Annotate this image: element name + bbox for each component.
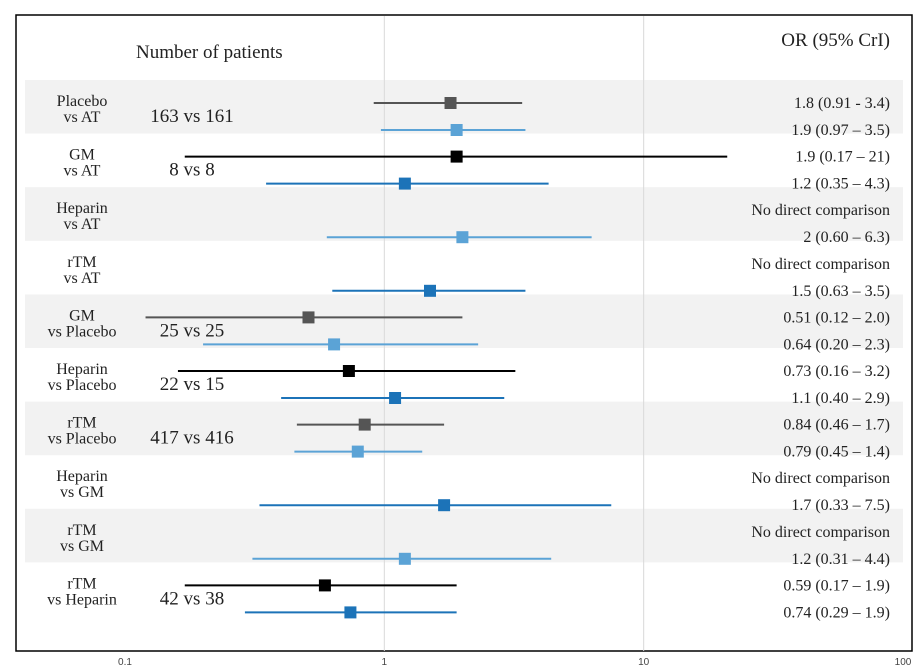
or-ci-text: 1.5 (0.63 – 3.5) (791, 283, 890, 300)
point-estimate-marker (450, 150, 463, 163)
or-ci-text: No direct comparison (751, 202, 890, 219)
patients-count: 25 vs 25 (160, 320, 224, 341)
or-ci-text: 0.79 (0.45 – 1.4) (783, 444, 890, 461)
row-label-comparator: vs AT (64, 216, 101, 233)
or-ci-text: 0.73 (0.16 – 3.2) (783, 363, 890, 380)
patients-count: 417 vs 416 (150, 428, 233, 449)
or-ci-text: 1.2 (0.35 – 4.3) (791, 176, 890, 193)
or-ci-text: 0.64 (0.20 – 2.3) (783, 336, 890, 353)
row-band-0 (25, 80, 903, 134)
or-ci-text: No direct comparison (751, 524, 890, 541)
point-estimate-marker (438, 499, 451, 512)
point-estimate-marker (423, 284, 436, 297)
row-label-comparator: vs Placebo (48, 323, 117, 340)
point-estimate-marker (389, 392, 402, 404)
row-bands (25, 80, 903, 563)
or-ci-text: 1.9 (0.97 – 3.5) (791, 122, 890, 139)
point-estimate-marker (351, 445, 364, 458)
row-label-comparator: vs Heparin (47, 591, 117, 608)
or-ci-text: 0.59 (0.17 – 1.9) (783, 577, 890, 594)
or-ci-text: 0.51 (0.12 – 2.0) (783, 309, 890, 326)
or-ci-text: 1.8 (0.91 - 3.4) (794, 95, 890, 112)
patients-count: 163 vs 161 (150, 106, 233, 127)
row-label-treatment: rTM (67, 254, 96, 271)
or-ci-text: 0.74 (0.29 – 1.9) (783, 604, 890, 621)
row-label-treatment: rTM (67, 575, 96, 592)
x-tick-label: 0.1 (118, 657, 132, 668)
or-ci-text: No direct comparison (751, 256, 890, 273)
or-ci-text: 2 (0.60 – 6.3) (803, 229, 890, 246)
point-estimate-marker (358, 418, 371, 431)
row-label-treatment: Heparin (56, 200, 108, 217)
point-estimate-marker (318, 579, 331, 592)
point-estimate-marker (398, 552, 411, 565)
row-label-comparator: vs GM (60, 538, 104, 555)
header-or-crl: OR (95% CrI) (781, 30, 890, 51)
patients-count: 22 vs 15 (160, 374, 224, 395)
point-estimate-marker (302, 311, 315, 324)
point-estimate-marker (344, 606, 357, 619)
or-ci-text: 0.84 (0.46 – 1.7) (783, 417, 890, 434)
row-label-treatment: GM (69, 147, 95, 164)
patients-count: 42 vs 38 (160, 588, 224, 609)
row-label-treatment: Placebo (57, 93, 108, 110)
gridlines (383, 16, 645, 651)
row-label-comparator: vs AT (64, 163, 101, 180)
row-label-treatment: rTM (67, 522, 96, 539)
x-tick-label: 100 (895, 657, 912, 668)
point-estimate-marker (456, 231, 469, 244)
point-estimate-marker (328, 338, 341, 351)
row-label-treatment: GM (69, 307, 95, 324)
or-ci-text: No direct comparison (751, 470, 890, 487)
point-estimate-marker (450, 124, 463, 136)
x-axis-ticks: 0.1 1 10 100 (118, 657, 912, 668)
row-label-comparator: vs GM (60, 484, 104, 501)
or-ci-text: 1.9 (0.17 – 21) (795, 149, 890, 166)
or-ci-text: 1.7 (0.33 – 7.5) (791, 497, 890, 514)
x-tick-label: 1 (382, 657, 388, 668)
row-label-comparator: vs Placebo (48, 431, 117, 448)
row-band-8 (25, 508, 903, 563)
or-ci-text: 1.2 (0.31 – 4.4) (791, 551, 890, 568)
x-tick-label: 10 (638, 657, 650, 668)
point-estimate-marker (398, 177, 411, 190)
row-label-treatment: Heparin (56, 468, 108, 485)
row-label-comparator: vs AT (64, 109, 101, 126)
row-label-comparator: vs Placebo (48, 377, 117, 394)
patients-count: 8 vs 8 (169, 160, 214, 181)
point-estimate-marker (342, 365, 355, 377)
header-number-of-patients: Number of patients (136, 42, 283, 63)
row-label-treatment: rTM (67, 415, 96, 432)
or-ci-text: 1.1 (0.40 – 2.9) (791, 390, 890, 407)
row-label-comparator: vs AT (64, 270, 101, 287)
row-band-4 (25, 294, 903, 348)
row-band-6 (25, 401, 903, 456)
row-label-treatment: Heparin (56, 361, 108, 378)
point-estimate-marker (444, 97, 457, 109)
